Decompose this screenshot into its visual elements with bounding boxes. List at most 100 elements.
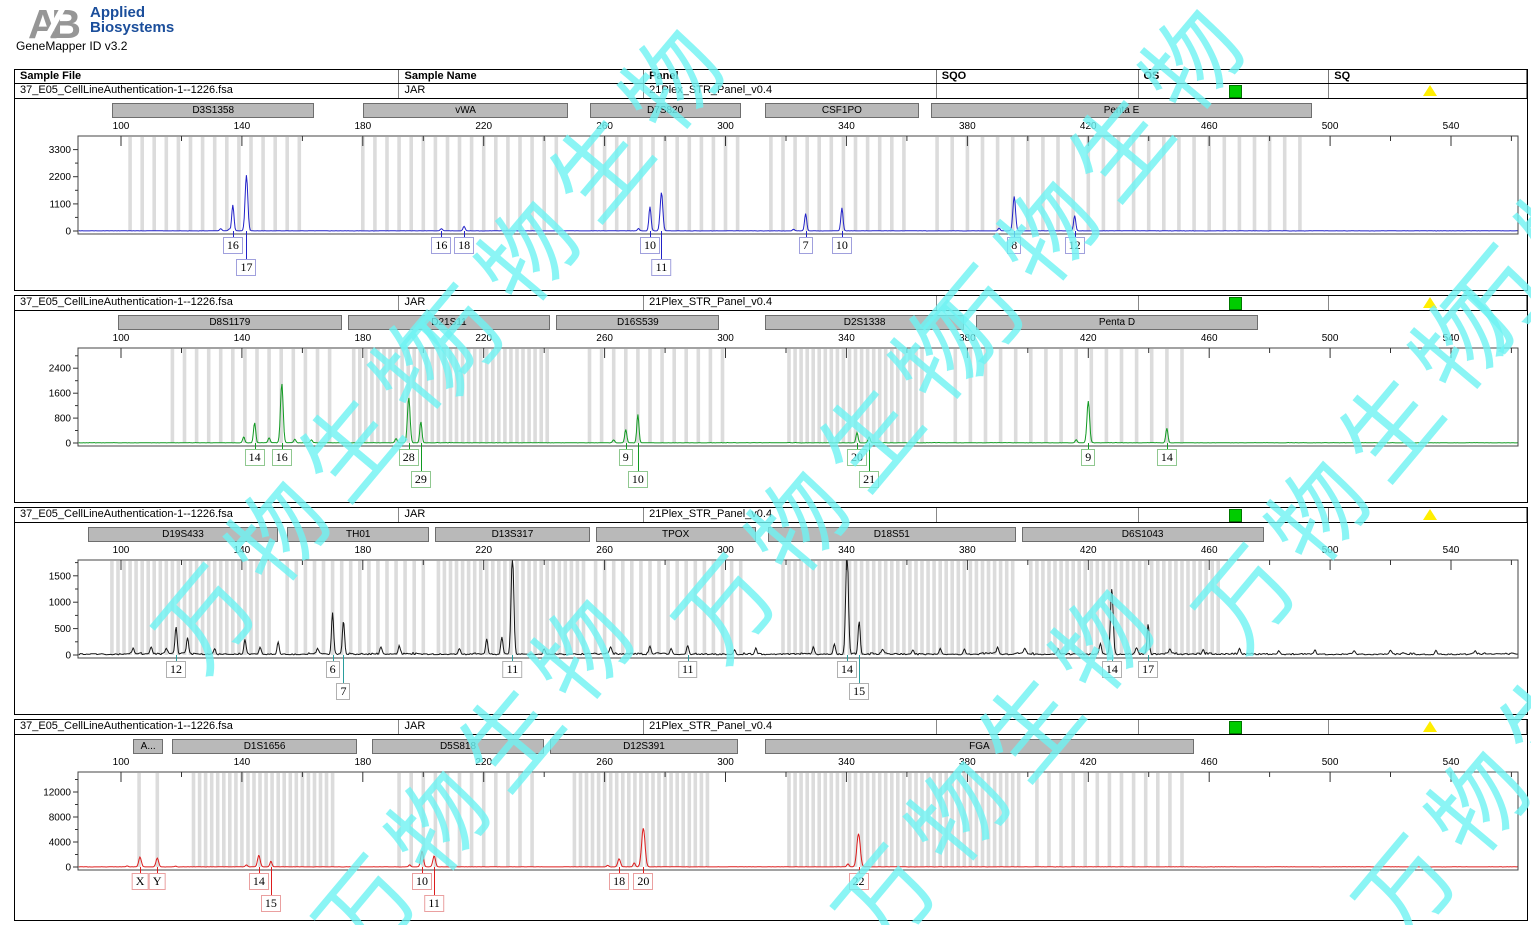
marker-bar-d8s1179[interactable]: D8S1179: [117, 315, 342, 330]
sample-row[interactable]: 37_E05_CellLineAuthentication-1--1226.fs…: [15, 508, 1527, 523]
column-header-panel[interactable]: Panel: [644, 70, 937, 83]
svg-text:0: 0: [65, 227, 71, 237]
sqo-cell: [937, 720, 1139, 734]
marker-bar-d6s1043[interactable]: D6S1043: [1021, 527, 1264, 542]
allele-label[interactable]: 8: [1007, 237, 1022, 254]
allele-label[interactable]: 12: [166, 661, 186, 678]
os-pass-icon: [1229, 509, 1243, 522]
svg-text:0: 0: [65, 863, 71, 873]
sample-row[interactable]: 37_E05_CellLineAuthentication-1--1226.fs…: [15, 296, 1527, 311]
electropherogram-plot-yellow-black[interactable]: 0 500 1000 1500: [15, 558, 1529, 660]
allele-label[interactable]: 6: [325, 661, 340, 678]
allele-label[interactable]: 7: [336, 683, 351, 700]
marker-bar-d12s391[interactable]: D12S391: [550, 739, 738, 754]
column-header-sqo[interactable]: SQO: [937, 70, 1139, 83]
allele-label[interactable]: 10: [639, 237, 660, 254]
plot-frame: [77, 771, 1519, 871]
electropherogram-plot-green[interactable]: 0 800 1600 2400: [15, 346, 1529, 448]
allele-label[interactable]: 7: [798, 237, 813, 254]
allele-label[interactable]: 14: [244, 449, 265, 466]
electropherogram-plot-red[interactable]: 0 4000 8000 12000: [15, 770, 1529, 872]
marker-bar-d19s433[interactable]: D19S433: [87, 527, 279, 542]
allele-connector: [420, 443, 422, 471]
allele-label[interactable]: 18: [454, 237, 475, 254]
marker-bar-d13s317[interactable]: D13S317: [435, 527, 590, 542]
marker-bar-d3s1358[interactable]: D3S1358: [111, 103, 315, 118]
marker-bar-tpox[interactable]: TPOX: [595, 527, 756, 542]
allele-label[interactable]: 21: [859, 471, 880, 488]
x-axis-tick-label: 180: [354, 333, 372, 344]
allele-label[interactable]: 15: [849, 683, 870, 700]
marker-bar-d2s1338[interactable]: D2S1338: [764, 315, 965, 330]
allele-label[interactable]: 15: [260, 895, 281, 912]
column-header-sample-name[interactable]: Sample Name: [399, 70, 645, 83]
allele-label[interactable]: 10: [627, 471, 648, 488]
marker-bar-d21s11[interactable]: D21S11: [347, 315, 551, 330]
sample-row[interactable]: 37_E05_CellLineAuthentication-1--1226.fs…: [15, 84, 1527, 99]
marker-bar-d16s539[interactable]: D16S539: [556, 315, 720, 330]
x-axis-tick-label: 460: [1200, 545, 1218, 556]
allele-label[interactable]: 14: [1101, 661, 1122, 678]
allele-label[interactable]: 17: [1138, 661, 1159, 678]
allele-label[interactable]: 20: [847, 449, 868, 466]
allele-label[interactable]: 18: [609, 873, 630, 890]
allele-connector: [258, 867, 260, 873]
allele-label[interactable]: 10: [831, 237, 852, 254]
allele-label[interactable]: 16: [431, 237, 452, 254]
allele-label[interactable]: 11: [502, 661, 523, 678]
marker-bar-a[interactable]: A...: [133, 739, 164, 754]
x-axis-tick-label: 220: [475, 121, 493, 132]
marker-bar-d7s820[interactable]: D7S820: [589, 103, 741, 118]
allele-connector: [643, 867, 645, 873]
allele-label[interactable]: 10: [412, 873, 433, 890]
sq-warning-icon: [1423, 85, 1438, 96]
allele-label[interactable]: 12: [1064, 237, 1085, 254]
marker-bar-csf1po[interactable]: CSF1PO: [764, 103, 919, 118]
allele-label[interactable]: 20: [633, 873, 654, 890]
x-axis-tick-label: 100: [112, 333, 130, 344]
x-axis-tick-label: 460: [1200, 333, 1218, 344]
allele-label[interactable]: 14: [837, 661, 858, 678]
column-header-os[interactable]: OS: [1139, 70, 1330, 83]
marker-bar-pentad[interactable]: Penta D: [976, 315, 1258, 330]
svg-text:500: 500: [54, 624, 71, 635]
brand-text: Applied Biosystems: [90, 5, 174, 43]
marker-bar-d5s818[interactable]: D5S818: [371, 739, 545, 754]
allele-label[interactable]: 16: [222, 237, 243, 254]
sq-cell: [1329, 720, 1527, 734]
column-header-sample-file[interactable]: Sample File: [15, 70, 400, 83]
allele-connector: [332, 655, 334, 661]
trace-green: [78, 383, 1518, 444]
allele-label[interactable]: 17: [236, 259, 257, 276]
marker-bar-fga[interactable]: FGA: [764, 739, 1195, 754]
marker-bar-vwa[interactable]: vWA: [362, 103, 569, 118]
plot-frame: [77, 559, 1519, 659]
allele-label[interactable]: 9: [618, 449, 633, 466]
allele-label[interactable]: 11: [424, 895, 444, 912]
allele-label[interactable]: 28: [398, 449, 419, 466]
allele-label[interactable]: 11: [651, 259, 672, 276]
x-axis-tick-label: 180: [354, 545, 372, 556]
allele-label[interactable]: 9: [1081, 449, 1096, 466]
marker-bar-pentae[interactable]: Penta E: [931, 103, 1312, 118]
x-axis-tick-label: 220: [475, 757, 493, 768]
allele-label[interactable]: 11: [677, 661, 698, 678]
column-header-sq[interactable]: SQ: [1329, 70, 1527, 83]
svg-text:2400: 2400: [49, 364, 72, 375]
svg-text:3300: 3300: [49, 145, 72, 156]
applied-biosystems-logo: A B Applied Biosystems: [28, 5, 174, 43]
marker-bar-d18s51[interactable]: D18S51: [767, 527, 1016, 542]
allele-label[interactable]: Y: [148, 873, 166, 890]
marker-bar-th01[interactable]: TH01: [287, 527, 430, 542]
marker-bar-d1s1656[interactable]: D1S1656: [172, 739, 357, 754]
brand-line1: Applied: [90, 4, 145, 21]
allele-label[interactable]: 22: [848, 873, 869, 890]
allele-label[interactable]: 16: [271, 449, 292, 466]
svg-text:1500: 1500: [49, 571, 72, 582]
electropherogram-plot-blue[interactable]: 0 1100 2200 3300: [15, 134, 1529, 236]
sample-row[interactable]: 37_E05_CellLineAuthentication-1--1226.fs…: [15, 720, 1527, 735]
allele-label[interactable]: X: [131, 873, 149, 890]
allele-label[interactable]: 14: [1156, 449, 1177, 466]
allele-label[interactable]: 14: [248, 873, 269, 890]
allele-label[interactable]: 29: [410, 471, 431, 488]
